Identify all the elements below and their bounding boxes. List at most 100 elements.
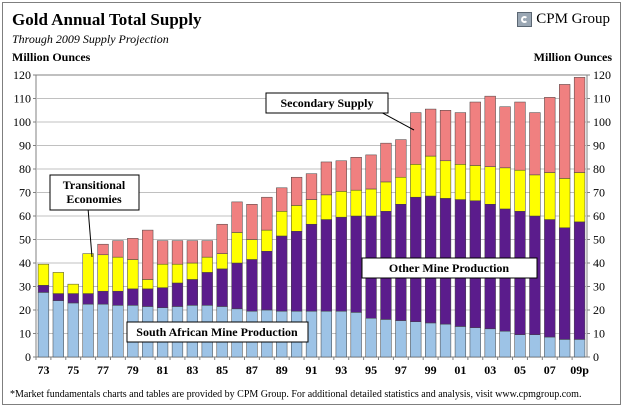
bar-south-african-mine-production <box>425 322 437 358</box>
bar-transitional-economies <box>97 254 109 292</box>
y-axis-unit-left: Million Ounces <box>12 50 91 64</box>
x-tick-label: 05 <box>514 363 526 377</box>
bar-transitional-economies <box>246 239 258 260</box>
bar-secondary-supply <box>231 201 243 233</box>
y-tick-label-left: 40 <box>19 256 31 270</box>
y-tick-label-right: 10 <box>593 327 605 341</box>
y-tick-label-left: 20 <box>19 303 31 317</box>
bar-other-mine-production <box>67 293 79 304</box>
bar-secondary-supply <box>276 187 288 212</box>
y-tick-label-right: 20 <box>593 303 605 317</box>
bar-secondary-supply <box>350 157 362 191</box>
bar-south-african-mine-production <box>514 334 526 358</box>
y-tick-label-right: 60 <box>593 209 605 223</box>
bar-south-african-mine-production <box>52 300 64 358</box>
bar-secondary-supply <box>246 204 258 240</box>
bar-transitional-economies <box>454 164 467 200</box>
bar-secondary-supply <box>544 97 556 173</box>
chart-subtitle: Through 2009 Supply Projection <box>12 32 169 46</box>
bar-secondary-supply <box>127 238 139 260</box>
bar-transitional-economies <box>529 174 541 217</box>
cpm-logo-icon <box>517 12 533 27</box>
bar-other-mine-production <box>261 251 273 311</box>
bar-transitional-economies <box>439 160 452 199</box>
bar-secondary-supply <box>559 84 571 179</box>
bar-secondary-supply <box>380 142 392 183</box>
bar-secondary-supply <box>529 112 541 176</box>
bar-south-african-mine-production <box>499 330 511 358</box>
bar-transitional-economies <box>171 263 184 284</box>
bar-other-mine-production <box>544 219 556 338</box>
bar-secondary-supply <box>484 95 496 167</box>
bar-transitional-economies <box>544 172 556 220</box>
bar-south-african-mine-production <box>559 339 571 358</box>
x-tick-label: 79 <box>127 363 139 377</box>
bar-secondary-supply <box>454 112 467 165</box>
bar-transitional-economies <box>380 181 392 212</box>
bar-transitional-economies <box>559 178 571 228</box>
bar-transitional-economies <box>186 262 198 280</box>
bar-secondary-supply <box>439 110 452 162</box>
bar-other-mine-production <box>276 235 288 312</box>
x-tick-label: 75 <box>67 363 79 377</box>
bar-south-african-mine-production <box>454 326 467 358</box>
bar-other-mine-production <box>573 221 586 340</box>
bar-transitional-economies <box>499 167 511 210</box>
bar-transitional-economies <box>261 229 273 252</box>
x-tick-label: 01 <box>454 363 466 377</box>
bar-secondary-supply <box>290 176 303 206</box>
bar-secondary-supply <box>171 240 184 265</box>
footnote: *Market fundamentals charts and tables a… <box>10 389 582 400</box>
bar-transitional-economies <box>395 176 407 205</box>
bar-other-mine-production <box>305 223 318 312</box>
bar-transitional-economies <box>350 189 362 217</box>
bar-south-african-mine-production <box>335 310 347 358</box>
bar-other-mine-production <box>246 259 258 312</box>
bar-other-mine-production <box>216 268 228 307</box>
y-tick-label-left: 50 <box>19 233 31 247</box>
bar-secondary-supply <box>499 106 511 169</box>
bar-transitional-economies <box>201 256 213 273</box>
bar-transitional-economies <box>410 164 422 198</box>
bar-secondary-supply <box>97 243 109 256</box>
y-tick-label-left: 90 <box>19 139 31 153</box>
bar-other-mine-production <box>82 293 94 305</box>
x-tick-label: 87 <box>246 363 258 377</box>
bar-south-african-mine-production <box>529 334 541 358</box>
bar-transitional-economies <box>425 155 437 197</box>
bar-south-african-mine-production <box>469 327 481 358</box>
bar-other-mine-production <box>112 290 124 306</box>
bar-transitional-economies <box>231 232 243 264</box>
bar-south-african-mine-production <box>97 303 109 358</box>
y-tick-label-right: 50 <box>593 233 605 247</box>
y-tick-label-right: 30 <box>593 280 605 294</box>
bar-south-african-mine-production <box>82 303 94 358</box>
bar-other-mine-production <box>335 216 347 312</box>
bar-other-mine-production <box>231 262 243 310</box>
x-tick-label: 91 <box>306 363 318 377</box>
bar-south-african-mine-production <box>410 321 422 358</box>
bar-other-mine-production <box>142 288 154 307</box>
y-tick-label-right: 90 <box>593 139 605 153</box>
transitional-economies-label-box <box>49 174 140 211</box>
bar-transitional-economies <box>469 165 481 201</box>
y-tick-label-left: 110 <box>13 92 31 106</box>
bar-transitional-economies <box>320 194 333 220</box>
other-mine-production-label: Other Mine Production <box>389 261 510 275</box>
south-african-mine-production-label: South African Mine Production <box>136 325 298 339</box>
bar-other-mine-production <box>97 290 109 305</box>
x-tick-label: 03 <box>484 363 496 377</box>
bar-transitional-economies <box>514 169 526 212</box>
bar-transitional-economies <box>82 253 94 294</box>
brand-name: CPM Group <box>536 11 610 27</box>
bar-south-african-mine-production <box>37 292 50 358</box>
bar-transitional-economies <box>365 188 377 217</box>
y-tick-label-left: 30 <box>19 280 31 294</box>
bar-secondary-supply <box>320 161 333 196</box>
bar-south-african-mine-production <box>350 312 362 358</box>
bar-secondary-supply <box>305 173 318 200</box>
y-tick-label-right: 40 <box>593 256 605 270</box>
bar-south-african-mine-production <box>484 328 496 358</box>
bar-transitional-economies <box>127 259 139 290</box>
x-tick-label: 89 <box>276 363 288 377</box>
